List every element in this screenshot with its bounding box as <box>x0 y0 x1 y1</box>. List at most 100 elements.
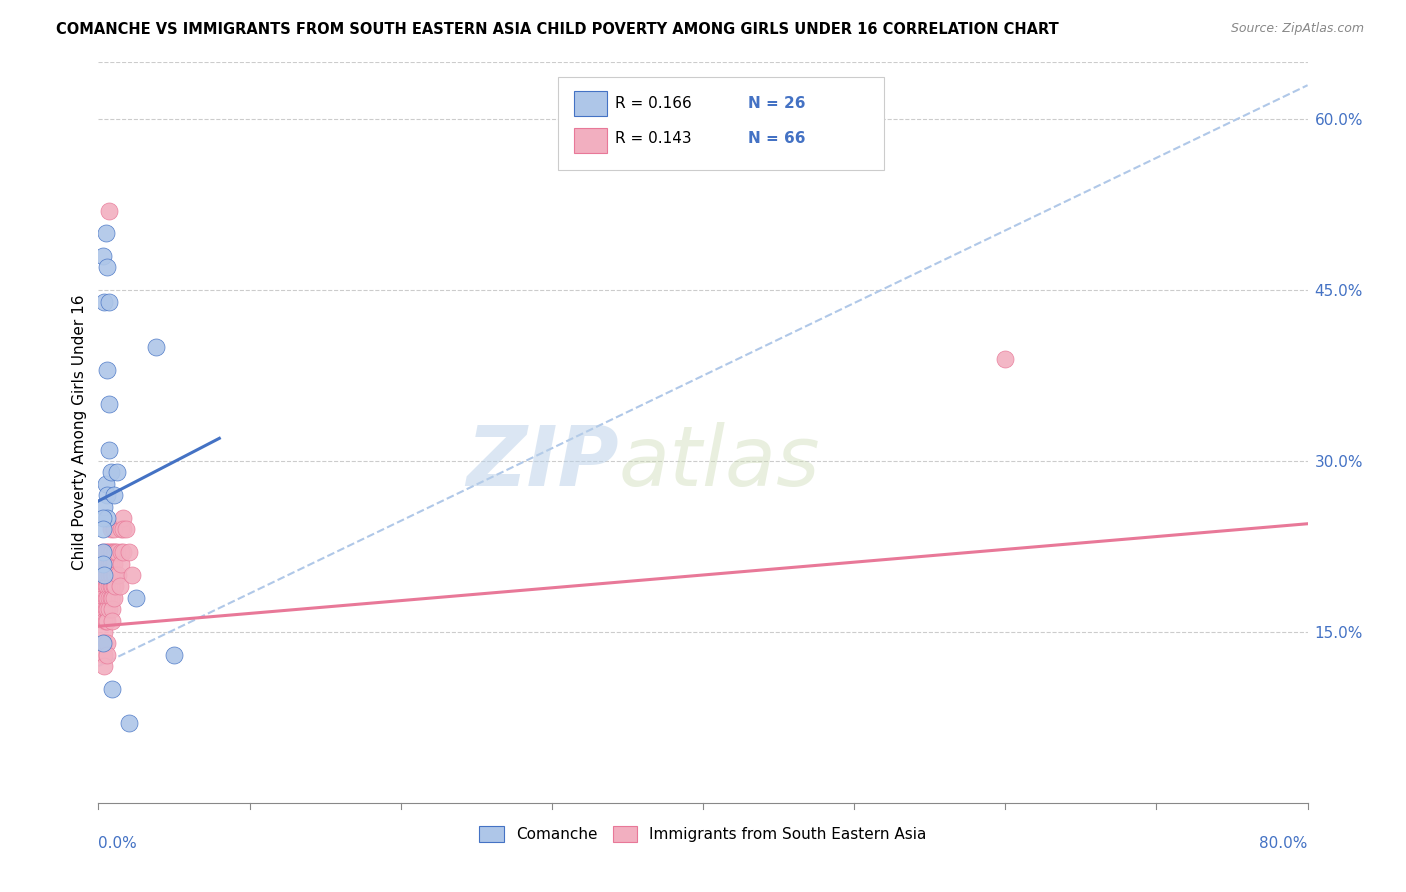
Point <box>100 591 122 605</box>
Point <box>104 568 127 582</box>
Point <box>103 579 125 593</box>
FancyBboxPatch shape <box>558 78 884 169</box>
Point <box>96 591 118 605</box>
Text: COMANCHE VS IMMIGRANTS FROM SOUTH EASTERN ASIA CHILD POVERTY AMONG GIRLS UNDER 1: COMANCHE VS IMMIGRANTS FROM SOUTH EASTER… <box>56 22 1059 37</box>
Point <box>105 545 128 559</box>
Text: N = 66: N = 66 <box>748 131 806 146</box>
Point <box>98 568 121 582</box>
Point <box>125 591 148 605</box>
Point <box>91 557 114 571</box>
Point <box>93 568 115 582</box>
Point <box>103 488 125 502</box>
Point <box>118 545 141 559</box>
Point <box>103 523 125 537</box>
Point <box>93 648 115 662</box>
Text: atlas: atlas <box>619 422 820 503</box>
Point <box>111 545 134 559</box>
Point <box>91 591 114 605</box>
Point <box>93 500 115 514</box>
Text: 0.0%: 0.0% <box>98 836 138 851</box>
Point <box>96 511 118 525</box>
Point <box>101 579 124 593</box>
FancyBboxPatch shape <box>574 128 607 153</box>
Point <box>111 523 134 537</box>
Point <box>101 681 124 696</box>
Point <box>93 659 115 673</box>
Point <box>93 294 115 309</box>
FancyBboxPatch shape <box>574 91 607 117</box>
Point <box>107 568 129 582</box>
Point <box>100 545 122 559</box>
Point <box>94 227 117 241</box>
Legend: Comanche, Immigrants from South Eastern Asia: Comanche, Immigrants from South Eastern … <box>474 821 932 848</box>
Point <box>98 602 121 616</box>
Point <box>91 568 114 582</box>
Point <box>96 579 118 593</box>
Y-axis label: Child Poverty Among Girls Under 16: Child Poverty Among Girls Under 16 <box>72 295 87 570</box>
Point <box>93 614 115 628</box>
Point <box>101 591 124 605</box>
Point <box>114 523 136 537</box>
Point <box>111 511 134 525</box>
Point <box>94 545 117 559</box>
Point <box>101 614 124 628</box>
Point <box>96 545 118 559</box>
Point <box>103 591 125 605</box>
Point <box>93 624 115 639</box>
Text: N = 26: N = 26 <box>748 95 806 111</box>
Point <box>100 579 122 593</box>
Point <box>110 557 132 571</box>
Point <box>103 557 125 571</box>
Point <box>994 351 1017 366</box>
Point <box>100 568 122 582</box>
Point <box>93 602 115 616</box>
Text: ZIP: ZIP <box>465 422 619 503</box>
Point <box>101 545 124 559</box>
Point <box>91 511 114 525</box>
Point <box>104 545 127 559</box>
Point <box>96 557 118 571</box>
Point <box>98 442 121 457</box>
Point <box>96 614 118 628</box>
Point <box>94 476 117 491</box>
Text: R = 0.166: R = 0.166 <box>614 95 692 111</box>
Point <box>94 591 117 605</box>
Point <box>121 568 143 582</box>
Point <box>103 568 125 582</box>
Point <box>101 602 124 616</box>
Point <box>108 579 131 593</box>
Point <box>110 545 132 559</box>
Point <box>94 602 117 616</box>
Point <box>110 523 132 537</box>
Point <box>101 568 124 582</box>
Point <box>163 648 186 662</box>
Point <box>96 648 118 662</box>
Point <box>118 716 141 731</box>
Point <box>91 523 114 537</box>
Point <box>98 579 121 593</box>
Point <box>96 636 118 650</box>
Point <box>100 557 122 571</box>
Point <box>145 340 167 354</box>
Point <box>94 579 117 593</box>
Text: 80.0%: 80.0% <box>1260 836 1308 851</box>
Point <box>93 636 115 650</box>
Point <box>104 579 127 593</box>
Point <box>103 545 125 559</box>
Point <box>100 523 122 537</box>
Point <box>91 579 114 593</box>
Point <box>91 249 114 263</box>
Point <box>96 260 118 275</box>
Point <box>91 545 114 559</box>
Point <box>94 568 117 582</box>
Point <box>96 568 118 582</box>
Point <box>98 397 121 411</box>
Point <box>91 636 114 650</box>
Point <box>98 545 121 559</box>
Point <box>98 557 121 571</box>
Point <box>96 488 118 502</box>
Point <box>94 614 117 628</box>
Point <box>98 203 121 218</box>
Point <box>96 363 118 377</box>
Text: Source: ZipAtlas.com: Source: ZipAtlas.com <box>1230 22 1364 36</box>
